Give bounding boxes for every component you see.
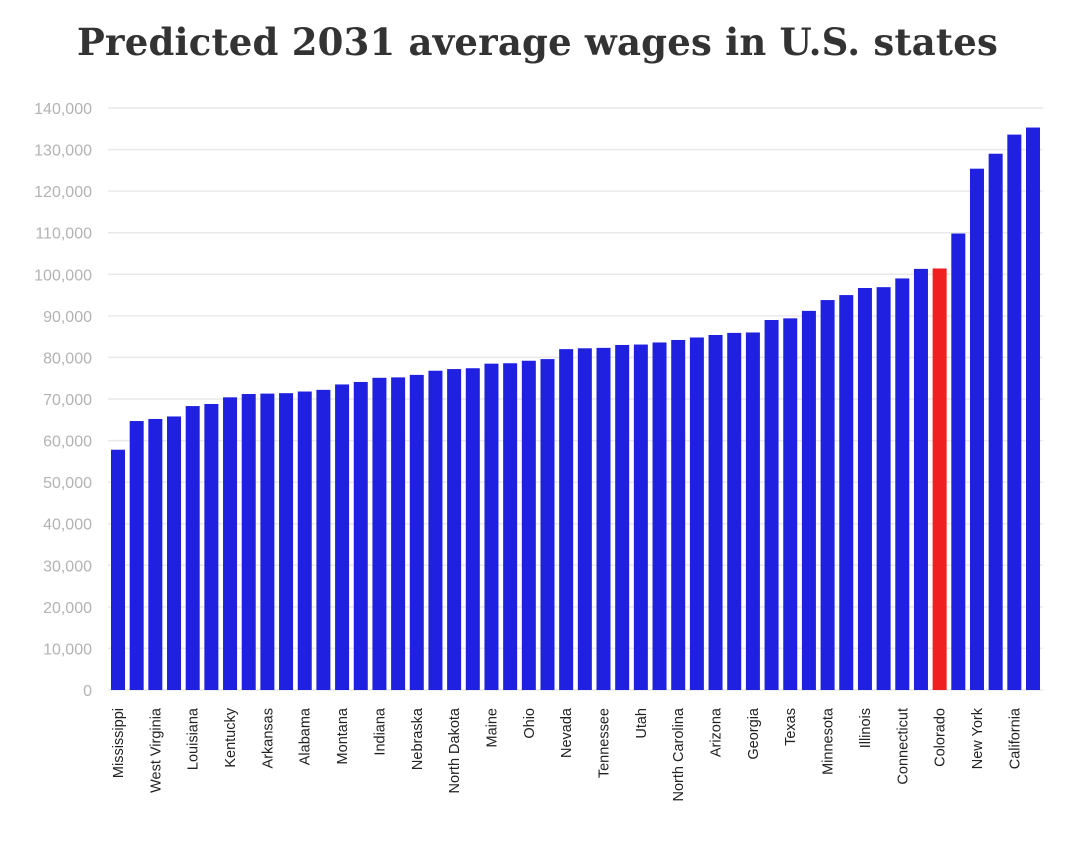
bar xyxy=(409,374,424,690)
bar xyxy=(260,393,275,690)
x-category-label: North Carolina xyxy=(671,707,687,801)
bar xyxy=(1007,134,1022,690)
y-tick-label: 10,000 xyxy=(43,641,92,658)
x-category-label: Nebraska xyxy=(410,707,426,770)
bar xyxy=(279,393,294,690)
x-category-label: West Virginia xyxy=(148,707,164,793)
bar xyxy=(839,295,854,690)
bar xyxy=(745,332,760,690)
bar xyxy=(428,370,443,690)
bar xyxy=(876,287,891,690)
bar xyxy=(801,310,816,690)
bar xyxy=(727,332,742,690)
bar xyxy=(503,363,518,690)
y-tick-label: 130,000 xyxy=(34,143,92,160)
bar xyxy=(185,406,200,690)
bars xyxy=(111,127,1040,691)
bar xyxy=(988,153,1003,690)
x-category-label: Ohio xyxy=(522,708,538,739)
bar xyxy=(223,397,238,690)
bar xyxy=(167,416,182,690)
bar xyxy=(465,368,480,690)
y-tick-label: 100,000 xyxy=(34,267,92,284)
bar xyxy=(1026,127,1040,690)
bar xyxy=(633,344,648,690)
x-category-label: Nevada xyxy=(559,707,575,758)
bar xyxy=(111,449,125,690)
bar xyxy=(521,360,536,690)
x-category-label: Tennessee xyxy=(597,708,613,778)
bar xyxy=(913,268,928,690)
x-category-label: Minnesota xyxy=(821,707,837,775)
bar xyxy=(652,342,667,690)
x-category-label: Maine xyxy=(484,708,500,748)
x-category-label: Utah xyxy=(634,708,650,739)
bar xyxy=(969,168,984,691)
bar xyxy=(447,369,462,690)
x-category-label: North Dakota xyxy=(447,707,463,793)
x-category-label: Colorado xyxy=(933,708,949,767)
bar xyxy=(335,384,350,690)
bar xyxy=(148,418,163,690)
y-tick-label: 20,000 xyxy=(43,600,92,617)
x-category-label: Montana xyxy=(335,707,351,764)
bar xyxy=(708,334,723,690)
y-tick-label: 120,000 xyxy=(34,184,92,201)
bar xyxy=(129,421,144,690)
bar xyxy=(671,339,686,690)
bar xyxy=(783,318,798,690)
y-tick-label: 90,000 xyxy=(43,309,92,326)
x-category-label: Indiana xyxy=(372,707,388,756)
y-tick-label: 40,000 xyxy=(43,517,92,534)
bar xyxy=(895,278,910,690)
x-category-label: New York xyxy=(970,707,986,769)
y-tick-label: 140,000 xyxy=(34,101,92,118)
bar xyxy=(372,377,387,690)
bar xyxy=(596,347,611,690)
x-category-label: Illinois xyxy=(858,708,874,748)
bar xyxy=(615,344,630,690)
bar xyxy=(297,391,312,690)
x-category-label: Texas xyxy=(783,708,799,746)
y-tick-label: 70,000 xyxy=(43,392,92,409)
bar xyxy=(559,349,574,690)
bar xyxy=(689,337,704,690)
bar xyxy=(353,381,368,690)
bar xyxy=(764,320,779,690)
y-tick-label: 110,000 xyxy=(35,226,92,243)
bar xyxy=(540,359,555,690)
y-tick-label: 30,000 xyxy=(43,558,92,575)
y-tick-label: 0 xyxy=(83,683,92,700)
x-category-label: Georgia xyxy=(746,707,762,760)
bar xyxy=(316,389,331,690)
x-category-label: Kentucky xyxy=(223,707,239,767)
bar xyxy=(391,377,406,690)
x-category-label: Connecticut xyxy=(895,708,911,785)
x-category-label: Alabama xyxy=(298,707,314,765)
y-tick-label: 60,000 xyxy=(43,434,92,451)
bar xyxy=(820,300,835,690)
y-tick-label: 50,000 xyxy=(43,475,92,492)
bar xyxy=(951,233,966,690)
x-axis-category-labels: Mississippi West Virginia Louisiana Kentuck… xyxy=(111,707,1023,801)
bar-highlighted xyxy=(932,268,947,690)
x-category-label: Arizona xyxy=(709,707,725,757)
bar xyxy=(577,348,592,690)
bar xyxy=(204,403,219,690)
x-category-label: Arkansas xyxy=(260,708,276,768)
y-axis-tick-labels: 0 10,000 20,000 30,000 40,000 50,000 60,000 70,… xyxy=(34,101,92,700)
y-tick-label: 80,000 xyxy=(43,350,92,367)
bar xyxy=(484,363,499,690)
x-category-label: Louisiana xyxy=(186,707,202,770)
chart-title: Predicted 2031 average wages in U.S. sta… xyxy=(77,20,998,64)
x-category-label: Mississippi xyxy=(111,708,127,778)
x-category-label: California xyxy=(1007,707,1023,769)
bar xyxy=(241,394,256,690)
bar xyxy=(857,288,872,690)
